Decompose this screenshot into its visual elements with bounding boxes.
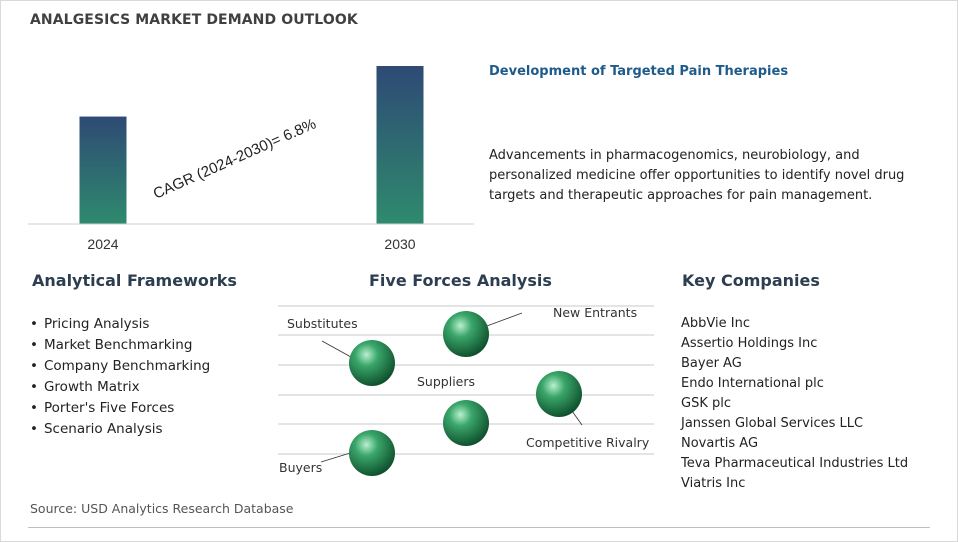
force-label-suppliers: Suppliers <box>417 374 475 389</box>
highlight-title: Development of Targeted Pain Therapies <box>489 64 789 79</box>
framework-item: Company Benchmarking <box>30 356 210 377</box>
company-item: Janssen Global Services LLC <box>681 416 864 431</box>
force-label-substitutes: Substitutes <box>287 316 358 331</box>
company-item: Endo International plc <box>681 376 824 391</box>
bar-2024 <box>79 116 127 224</box>
force-sphere-substitutes <box>349 340 395 386</box>
force-label-competitive-rivalry: Competitive Rivalry <box>526 435 650 450</box>
force-sphere-new-entrants <box>443 311 489 357</box>
company-item: Assertio Holdings Inc <box>681 336 818 351</box>
framework-item: Growth Matrix <box>30 377 210 398</box>
force-sphere-competitive-rivalry <box>536 371 582 417</box>
bars-layer <box>79 66 424 224</box>
company-item: AbbVie Inc <box>681 316 750 331</box>
x-tick-label-2024: 2024 <box>87 236 118 252</box>
tick-labels: 2024 2030 <box>87 236 415 252</box>
company-item: Viatris Inc <box>681 476 746 491</box>
company-item: GSK plc <box>681 396 731 411</box>
force-label-new-entrants: New Entrants <box>553 305 637 320</box>
company-item: Novartis AG <box>681 436 759 451</box>
page-title: ANALGESICS MARKET DEMAND OUTLOOK <box>30 12 358 28</box>
force-label-buyers: Buyers <box>279 460 322 475</box>
company-item: Bayer AG <box>681 356 742 371</box>
framework-item: Market Benchmarking <box>30 335 210 356</box>
highlight-text: Advancements in pharmacogenomics, neurob… <box>489 148 905 203</box>
five-forces-heading: Five Forces Analysis <box>369 271 552 290</box>
frameworks-list: Pricing Analysis Market Benchmarking Com… <box>30 314 210 440</box>
framework-item: Scenario Analysis <box>30 419 210 440</box>
bar-2030 <box>376 66 424 224</box>
frameworks-heading: Analytical Frameworks <box>32 271 237 290</box>
force-sphere-buyers <box>349 430 395 476</box>
bottom-divider <box>28 527 930 528</box>
companies-heading: Key Companies <box>682 271 820 290</box>
framework-item: Porter's Five Forces <box>30 398 210 419</box>
company-item: Teva Pharmaceutical Industries Ltd <box>681 456 909 471</box>
companies-list: AbbVie Inc Assertio Holdings Inc Bayer A… <box>681 314 908 494</box>
framework-item: Pricing Analysis <box>30 314 210 335</box>
source-note: Source: USD Analytics Research Database <box>30 501 294 516</box>
force-sphere-suppliers <box>443 400 489 446</box>
x-tick-label-2030: 2030 <box>384 236 415 252</box>
